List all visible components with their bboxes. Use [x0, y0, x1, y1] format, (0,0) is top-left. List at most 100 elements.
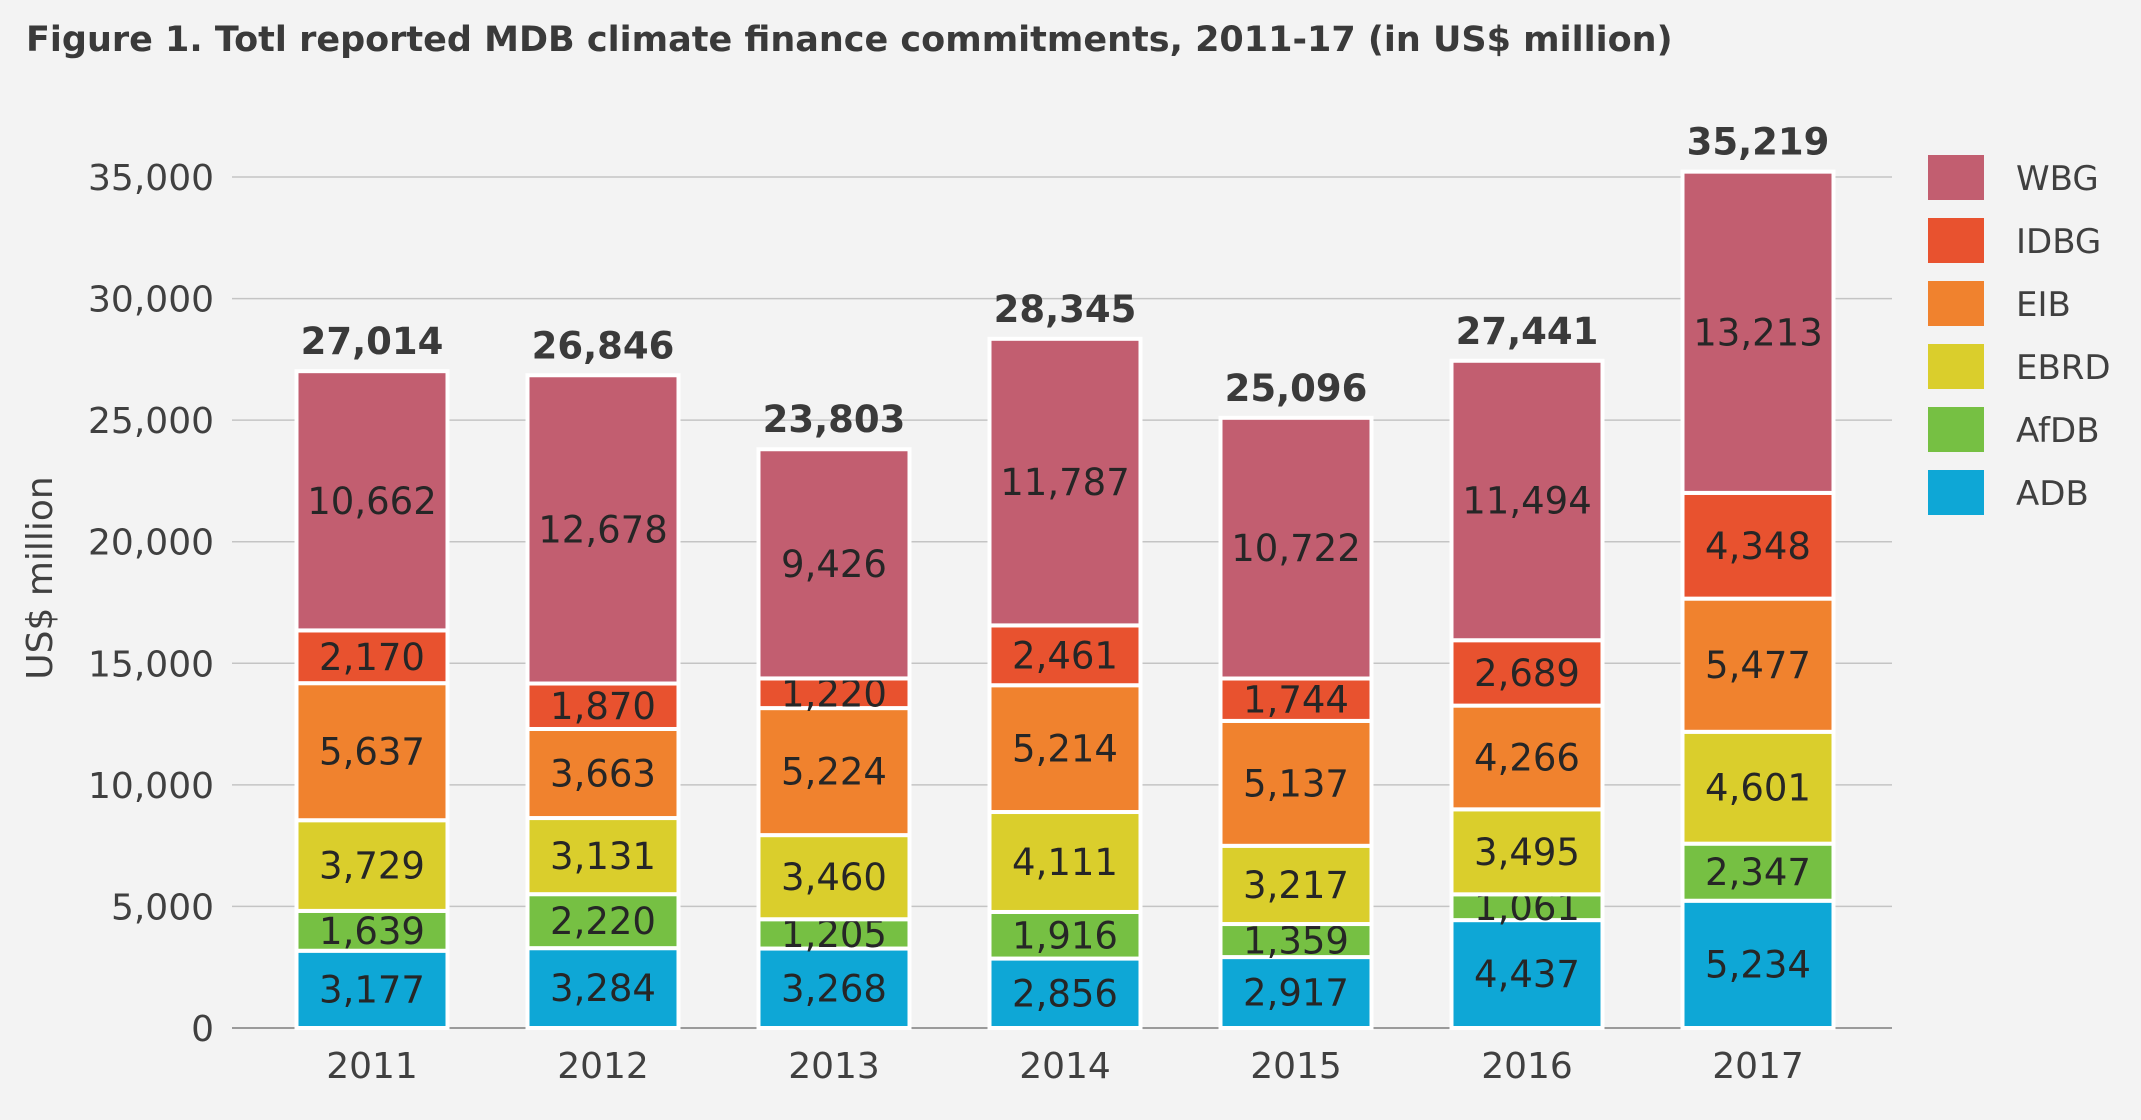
data-label: 9,426 [781, 543, 887, 586]
bar-segment-adb [756, 946, 912, 1030]
total-label: 35,219 [1687, 121, 1830, 164]
total-label: 27,441 [1456, 310, 1599, 353]
bar-segment-ebrd [294, 818, 450, 913]
data-label: 2,220 [550, 900, 656, 943]
data-label: 3,729 [319, 845, 425, 888]
data-label: 4,601 [1705, 767, 1811, 810]
bar-segment-eib [1449, 703, 1605, 812]
data-label: 2,856 [1012, 972, 1118, 1015]
data-label: 4,437 [1474, 953, 1580, 996]
x-tick-label: 2017 [1712, 1046, 1804, 1087]
total-label: 23,803 [763, 398, 906, 441]
legend-label: ADB [2016, 474, 2089, 514]
bar-segment-wbg [987, 336, 1143, 628]
data-label: 5,137 [1243, 762, 1349, 805]
data-label: 4,266 [1474, 736, 1580, 779]
bar-segment-adb [1680, 898, 1836, 1030]
legend-swatch-adb [1928, 470, 1984, 515]
legend: WBG IDBG EIB EBRD AfDB ADB [1928, 155, 2111, 515]
data-label: 3,268 [781, 967, 887, 1010]
data-label: 3,663 [550, 753, 656, 796]
chart-title: Figure 1. Totl reported MDB climate fina… [26, 20, 1673, 60]
bar-segment-eib [756, 706, 912, 838]
data-label: 1,870 [550, 685, 656, 728]
y-axis: 0 5,000 10,000 15,000 20,000 25,000 30,000 35,0… [88, 158, 214, 1050]
legend-label: AfDB [2016, 411, 2100, 451]
data-label: 4,111 [1012, 841, 1118, 884]
total-label: 26,846 [532, 324, 675, 367]
bar-segment-adb [1218, 955, 1374, 1031]
data-label: 3,177 [319, 968, 425, 1011]
data-label: 11,494 [1462, 480, 1591, 523]
bar-segment-wbg [294, 369, 450, 633]
data-label: 3,131 [550, 835, 656, 878]
legend-swatch-ebrd [1928, 344, 1984, 389]
data-label: 1,639 [319, 910, 425, 953]
bar-segment-wbg [525, 373, 681, 686]
legend-label: EBRD [2016, 348, 2111, 388]
x-axis: 2011 2012 2013 2014 2015 2016 2017 [326, 1046, 1804, 1087]
x-tick-label: 2012 [557, 1046, 649, 1087]
data-label: 10,722 [1231, 527, 1360, 570]
y-tick-label: 0 [191, 1009, 214, 1050]
bar-segment-wbg [1680, 169, 1836, 495]
data-label: 4,348 [1705, 525, 1811, 568]
total-label: 25,096 [1225, 367, 1368, 410]
bar-segment-eib [525, 726, 681, 821]
data-label: 2,347 [1705, 851, 1811, 894]
legend-swatch-wbg [1928, 155, 1984, 200]
legend-swatch-eib [1928, 281, 1984, 326]
bar-segment-afdb [294, 908, 450, 953]
data-label: 2,461 [1012, 634, 1118, 677]
bar-segment-afdb [1680, 841, 1836, 903]
data-label: 2,170 [319, 636, 425, 679]
bar-segment-wbg [1218, 415, 1374, 681]
legend-label: IDBG [2016, 222, 2101, 262]
data-label: 5,477 [1705, 644, 1811, 687]
data-label: 3,495 [1474, 831, 1580, 874]
bar-segment-wbg [1449, 358, 1605, 643]
y-tick-label: 35,000 [88, 158, 214, 199]
legend-swatch-idbg [1928, 218, 1984, 263]
data-label: 3,284 [550, 967, 656, 1010]
x-tick-label: 2016 [1481, 1046, 1573, 1087]
x-tick-label: 2015 [1250, 1046, 1342, 1087]
bar-segment-adb [1449, 918, 1605, 1030]
y-tick-label: 25,000 [88, 401, 214, 442]
total-label: 28,345 [994, 288, 1137, 331]
data-label: 3,460 [781, 856, 887, 899]
bars: 3,177 1,639 3,729 5,637 2,170 10,662 27,014 3,2… [294, 121, 1836, 1031]
bar-segment-idbg [987, 623, 1143, 688]
data-label: 5,224 [781, 751, 887, 794]
data-label: 10,662 [307, 480, 436, 523]
total-label: 27,014 [301, 320, 444, 363]
data-label: 1,916 [1012, 914, 1118, 957]
x-tick-label: 2014 [1019, 1046, 1111, 1087]
data-label: 1,744 [1243, 679, 1349, 722]
bar-segment-adb [987, 956, 1143, 1031]
data-label: 1,359 [1243, 920, 1349, 963]
y-tick-label: 30,000 [88, 280, 214, 321]
legend-label: WBG [2016, 159, 2099, 199]
legend-swatch-afdb [1928, 407, 1984, 452]
y-axis-label: US$ million [20, 476, 61, 679]
x-tick-label: 2011 [326, 1046, 418, 1087]
data-label: 5,214 [1012, 728, 1118, 771]
bar-segment-eib [294, 681, 450, 823]
y-tick-label: 20,000 [88, 523, 214, 564]
data-label: 3,217 [1243, 864, 1349, 907]
data-label: 12,678 [538, 508, 667, 551]
data-label: 5,234 [1705, 943, 1811, 986]
data-label: 5,637 [319, 731, 425, 774]
bar-segment-ebrd [987, 810, 1143, 914]
legend-label: EIB [2016, 285, 2071, 325]
data-label: 11,787 [1000, 461, 1129, 504]
data-label: 13,213 [1693, 311, 1822, 354]
bar-segment-ebrd [1218, 843, 1374, 927]
bar-segment-ebrd [756, 833, 912, 922]
bar-segment-idbg [756, 676, 912, 711]
bar-segment-wbg [756, 447, 912, 681]
data-label: 2,689 [1474, 652, 1580, 695]
y-tick-label: 5,000 [111, 887, 214, 928]
